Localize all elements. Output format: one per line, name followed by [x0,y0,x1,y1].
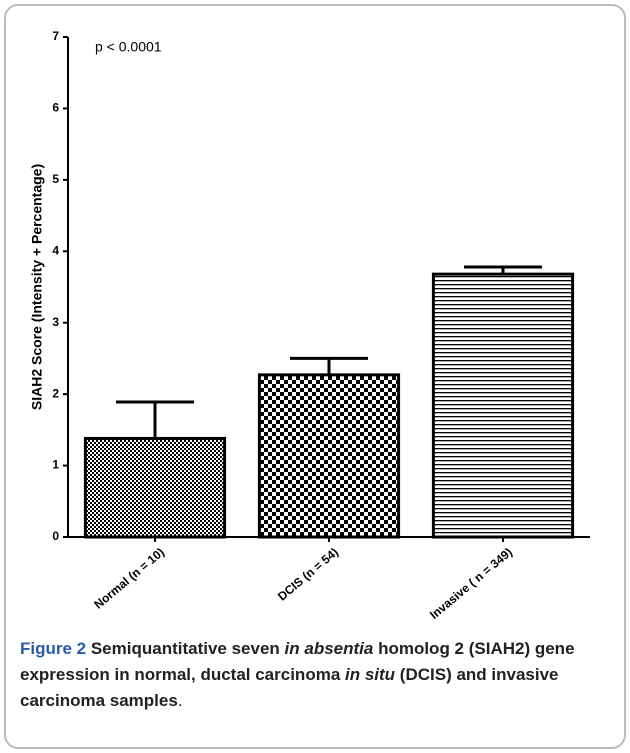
y-tick-label: 4 [52,243,59,257]
figure-frame [4,4,626,749]
error-bar [290,356,368,375]
caption-label: Figure 2 [20,639,87,658]
y-tick-label: 3 [52,315,59,329]
caption-text: homolog 2 (SIAH2) gene expression in nor… [20,639,575,684]
caption: Figure 2 Semiquantitative seven in absen… [20,636,612,714]
error-bar [116,400,194,439]
chart: p < 0.0001 SIAH2 Score (Intensity + Perc… [29,29,590,622]
bar [83,436,227,539]
y-tick-label: 5 [52,172,59,186]
caption-text: in absentia [284,639,374,658]
x-tick-label: Normal (n = 10) [91,545,167,612]
caption-text: Semiquantitative seven [86,639,285,658]
y-tick-label: 7 [52,29,59,43]
y-axis-label: SIAH2 Score (Intensity + Percentage) [29,164,45,410]
bar [431,272,575,539]
y-tick-label: 1 [52,458,59,472]
annotation: p < 0.0001 [95,39,162,55]
caption-text: (DCIS) and invasive carcinoma samples [20,665,559,710]
y-tick-label: 6 [52,101,59,115]
bar [257,373,401,539]
caption-text: . [177,691,183,710]
caption-text: in situ [345,665,396,684]
y-tick-label: 0 [52,529,59,543]
x-tick-label: Invasive ( n = 349) [427,545,515,622]
y-tick-label: 2 [52,386,59,400]
x-tick-label: DCIS (n = 54) [275,545,341,604]
